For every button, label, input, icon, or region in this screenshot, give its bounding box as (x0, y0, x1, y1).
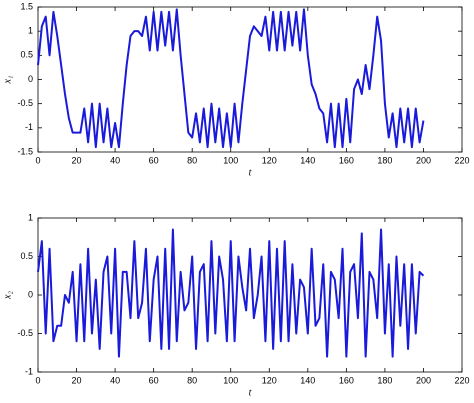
x-tick-label: 180 (377, 155, 392, 165)
data-line (37, 8, 425, 149)
x-tick-label: 140 (300, 155, 315, 165)
x-axis-label: t (249, 387, 252, 398)
y-tick-label: 0 (28, 289, 33, 299)
data-line (37, 228, 425, 358)
y-tick-label: 1 (28, 26, 33, 36)
x-tick-label: 200 (416, 375, 431, 385)
x-axis-label: t (249, 167, 252, 178)
y-tick-label: 1 (28, 212, 33, 222)
x-tick-label: 100 (223, 155, 238, 165)
y-tick-label: -1.5 (17, 146, 33, 156)
y-tick-label: -0.5 (17, 98, 33, 108)
x-tick-label: 20 (72, 155, 82, 165)
x-tick-label: 120 (262, 375, 277, 385)
x-tick-label: 60 (149, 375, 159, 385)
x-tick-label: 220 (454, 155, 469, 165)
x-tick-label: 220 (454, 375, 469, 385)
y-tick-label: -1 (25, 122, 33, 132)
x-tick-label: 0 (35, 375, 40, 385)
x-tick-label: 20 (72, 375, 82, 385)
x-tick-label: 120 (262, 155, 277, 165)
y-tick-label: 0.5 (20, 50, 33, 60)
y-tick-label: -1 (25, 366, 33, 376)
x-tick-label: 80 (187, 155, 197, 165)
x-tick-label: 160 (339, 375, 354, 385)
y-axis-label: x₁ (2, 76, 13, 85)
y-axis-label: x₂ (2, 291, 13, 300)
y-tick-label: 1.5 (20, 1, 33, 11)
x-tick-label: 100 (223, 375, 238, 385)
x-tick-label: 0 (35, 155, 40, 165)
x-tick-label: 160 (339, 155, 354, 165)
x-tick-label: 80 (187, 375, 197, 385)
x-tick-label: 40 (110, 155, 120, 165)
y-tick-label: 0 (28, 74, 33, 84)
y-tick-label: 0.5 (20, 251, 33, 261)
x-tick-label: 60 (149, 155, 159, 165)
x-tick-label: 200 (416, 155, 431, 165)
y-tick-label: -0.5 (17, 328, 33, 338)
x-tick-label: 40 (110, 375, 120, 385)
x-tick-label: 140 (300, 375, 315, 385)
x-tick-label: 180 (377, 375, 392, 385)
